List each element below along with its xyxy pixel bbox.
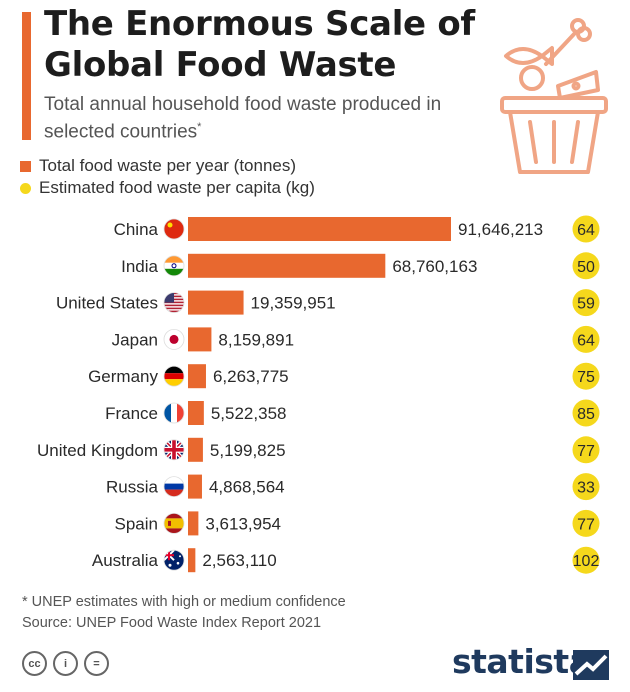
per-capita-label-russia: 33 [577,480,595,497]
bar-spain [188,511,199,536]
category-label-china: China [114,220,159,239]
value-label-france: 5,522,358 [211,404,287,423]
value-label-germany: 6,263,775 [213,367,289,386]
flag-germany-icon [163,365,185,387]
statista-logo[interactable]: statista [452,642,591,681]
license-icons: cc i = [22,651,109,676]
chart-subtitle: Total annual household food waste produc… [44,93,494,143]
per-capita-dot-spain [572,509,600,537]
per-capita-label-china: 64 [577,222,595,239]
category-label-germany: Germany [88,367,158,386]
category-label-united-states: United States [56,294,158,313]
per-capita-dot-russia [572,473,600,501]
per-capita-dot-united-kingdom [572,436,600,464]
value-label-india: 68,760,163 [392,257,477,276]
flag-japan-icon [163,328,185,350]
food-basket-icon [500,18,608,174]
bar-united-kingdom [188,437,203,462]
cc-icon[interactable]: cc [22,651,47,676]
per-capita-dot-united-states [572,289,600,317]
footnote-note: * UNEP estimates with high or medium con… [22,594,346,610]
flag-france-icon [163,402,185,424]
footnote-block: * UNEP estimates with high or medium con… [22,592,346,634]
value-label-united-kingdom: 5,199,825 [210,441,286,460]
bar-france [188,401,204,425]
value-label-japan: 8,159,891 [218,330,294,349]
bar-chart: China 91,646,213 64 India 68,760,163 50 United… [37,215,600,574]
per-capita-label-germany: 75 [577,369,595,386]
per-capita-label-united-kingdom: 77 [577,443,595,460]
bar-united-states [188,290,244,315]
subtitle-footnote-mark: * [197,121,202,133]
by-icon[interactable]: i [53,651,78,676]
legend-item-per-capita: Estimated food waste per capita (kg) [20,177,315,199]
per-capita-label-india: 50 [577,259,595,276]
title-accent-bar [22,12,31,140]
bar-germany [188,364,206,389]
flag-russia-icon [163,476,185,498]
legend-label-total: Total food waste per year (tonnes) [39,156,297,175]
footnote-source: Source: UNEP Food Waste Index Report 202… [22,615,322,631]
per-capita-dot-china [572,215,600,243]
per-capita-dot-japan [572,325,600,353]
statista-logo-mark-icon [573,650,609,680]
category-label-spain: Spain [115,514,158,533]
per-capita-label-france: 85 [577,406,595,423]
flag-united-kingdom-icon [163,439,185,461]
value-label-spain: 3,613,954 [205,514,281,533]
chart-title: The Enormous Scale of Global Food Waste [44,4,475,85]
value-label-united-states: 19,359,951 [251,294,336,313]
category-label-united-kingdom: United Kingdom [37,441,158,460]
category-label-japan: Japan [112,330,158,349]
legend-item-total: Total food waste per year (tonnes) [20,155,315,177]
per-capita-label-japan: 64 [577,332,595,349]
category-label-india: India [121,257,158,276]
per-capita-label-united-states: 59 [577,296,595,313]
flag-china-icon [163,218,185,240]
bar-china [188,217,451,241]
per-capita-label-spain: 77 [577,516,595,533]
bar-australia [188,548,196,573]
value-label-australia: 2,563,110 [202,551,276,570]
legend-label-per-capita: Estimated food waste per capita (kg) [39,178,315,197]
per-capita-dot-australia [572,546,600,574]
flag-india-icon [163,255,185,277]
per-capita-dot-germany [572,362,600,390]
legend: Total food waste per year (tonnes) Estim… [20,155,315,199]
per-capita-dot-france [572,399,600,427]
category-label-russia: Russia [106,478,159,497]
bar-japan [188,327,212,352]
subtitle-text: Total annual household food waste produc… [44,94,442,143]
category-label-france: France [105,404,158,423]
bar-india [188,253,386,278]
flag-australia-icon [163,549,185,571]
nd-icon[interactable]: = [84,651,109,676]
value-label-russia: 4,868,564 [209,478,285,497]
flag-spain-icon [163,512,185,534]
legend-swatch-total [20,160,31,172]
legend-swatch-per-capita [20,182,31,194]
per-capita-dot-india [572,252,600,280]
value-label-china: 91,646,213 [458,220,543,239]
bar-russia [188,474,202,499]
category-label-australia: Australia [92,551,159,570]
flag-united-states-icon [163,292,185,313]
per-capita-label-australia: 102 [573,553,600,570]
